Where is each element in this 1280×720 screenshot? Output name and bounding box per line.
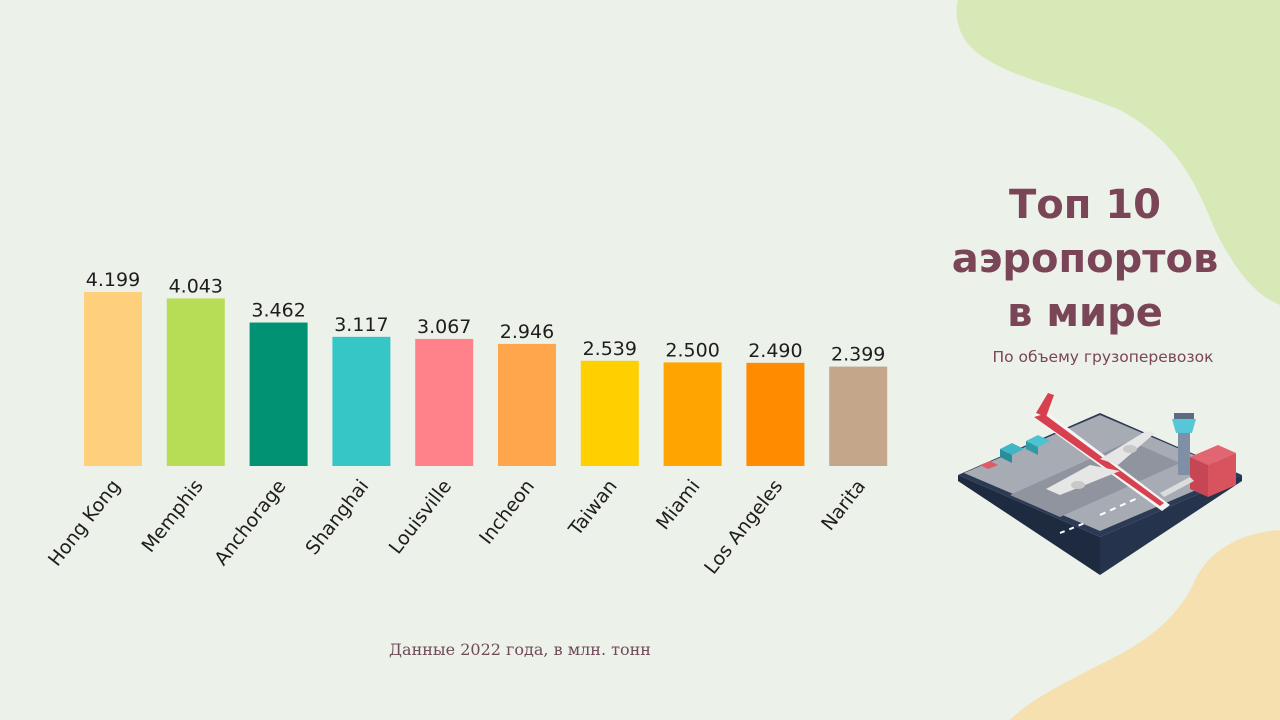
value-label: 4.199	[86, 269, 140, 291]
category-label: Memphis	[138, 476, 208, 557]
title-line-1: Топ 10	[1009, 182, 1161, 228]
category-label: Taiwan	[564, 476, 622, 541]
airport-illustration	[958, 393, 1242, 575]
bars	[84, 292, 888, 466]
page-subtitle: По объему грузоперевозок	[992, 348, 1214, 366]
plane-engine	[1071, 481, 1085, 489]
terminal-front	[1190, 457, 1208, 497]
cargo-container-side	[1026, 441, 1038, 455]
value-label: 3.117	[334, 314, 388, 336]
bar-shanghai	[332, 336, 391, 466]
category-label: Incheon	[475, 476, 539, 549]
value-label: 2.399	[831, 344, 885, 366]
runway-mark	[1099, 496, 1141, 516]
service-car	[980, 461, 998, 469]
bar-los-angeles	[746, 362, 805, 466]
bar-hong-kong	[84, 292, 142, 466]
orange-blob	[1010, 530, 1280, 720]
value-label: 2.490	[748, 340, 802, 362]
category-labels: Hong Kong Memphis Anchorage Shanghai Louisvi…	[44, 476, 870, 579]
category-label: Narita	[817, 476, 870, 535]
jet-bridge	[1160, 477, 1194, 497]
platform-side-right	[1100, 475, 1242, 575]
bar-anchorage	[249, 322, 308, 466]
category-label: Los Angeles	[700, 476, 787, 579]
bar-taiwan	[580, 360, 639, 466]
bar-louisville	[415, 338, 474, 466]
page-title: Топ 10 аэропортов в мире	[930, 178, 1240, 340]
value-label: 2.539	[583, 338, 637, 360]
tower-roof	[1174, 413, 1194, 419]
category-label: Anchorage	[210, 476, 290, 570]
category-label: Louisville	[385, 476, 456, 559]
tower-cabin	[1172, 419, 1196, 433]
runway-mark	[1059, 522, 1086, 534]
platform-side-left	[958, 475, 1100, 575]
cargo-truck-side	[1000, 449, 1012, 463]
value-label: 3.067	[417, 316, 471, 338]
value-label: 2.500	[665, 339, 719, 361]
title-line-2: аэропортов	[951, 236, 1219, 282]
category-label: Shanghai	[301, 476, 373, 560]
plane-stripe	[1034, 414, 1164, 506]
category-label: Miami	[652, 476, 704, 535]
value-labels: 4.199 4.043 3.462 3.117 3.067 2.946 2.539 2.500…	[86, 269, 886, 366]
title-line-3: в мире	[1007, 290, 1163, 336]
value-label: 3.462	[251, 300, 305, 322]
terminal-top	[1190, 445, 1236, 465]
plane-wing-left	[1046, 465, 1120, 495]
bar-narita	[829, 366, 888, 466]
plane-engine	[1123, 445, 1137, 453]
value-label: 2.946	[500, 321, 554, 343]
bar-chart: 4.199 4.043 3.462 3.117 3.067 2.946 2.539 2.500…	[44, 269, 888, 579]
data-footnote: Данные 2022 года, в млн. тонн	[389, 640, 651, 659]
terminal-side	[1208, 453, 1236, 497]
value-label: 4.043	[169, 275, 223, 297]
category-label: Hong Kong	[44, 476, 125, 571]
tower-shaft	[1178, 427, 1190, 475]
bar-incheon	[498, 343, 556, 466]
bar-memphis	[166, 298, 225, 466]
green-blob	[956, 0, 1280, 305]
plane-tail	[1036, 393, 1054, 417]
bar-miami	[663, 362, 722, 466]
